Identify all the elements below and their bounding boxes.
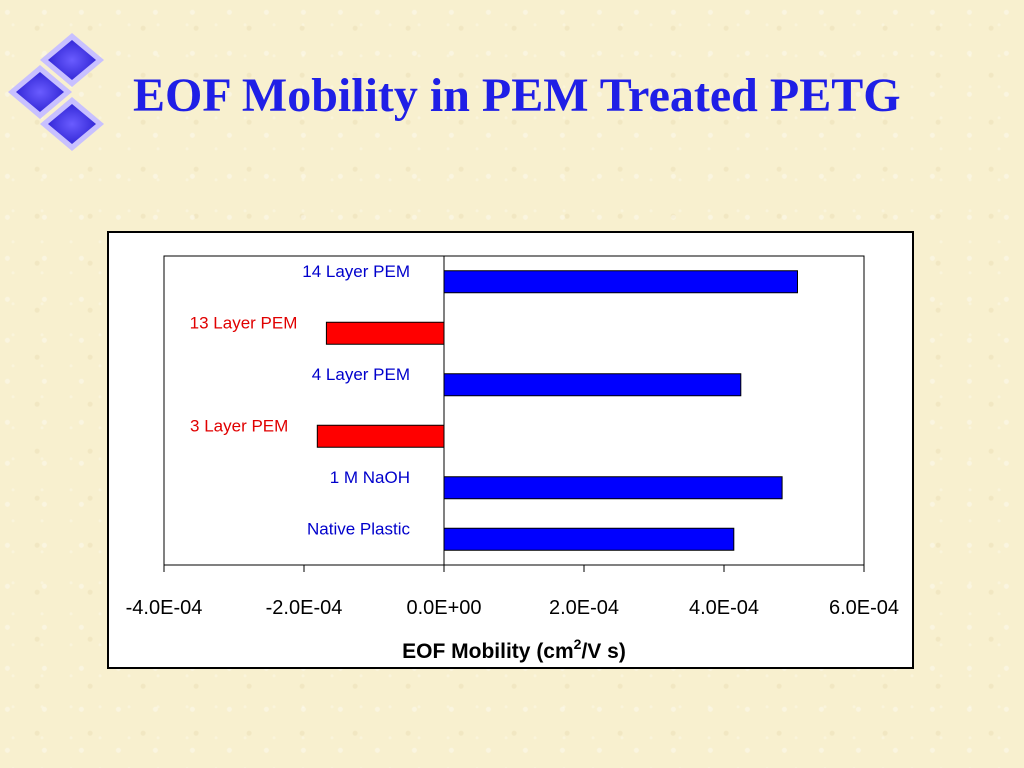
- x-tick-label: 2.0E-04: [549, 597, 619, 619]
- chart-container: 14 Layer PEM 13 Layer PEM 4 Layer PEM 3 Lay…: [107, 231, 914, 669]
- bar: [316, 424, 445, 448]
- x-tick-label: 4.0E-04: [689, 597, 759, 619]
- category-label: 14 Layer PEM: [302, 262, 410, 281]
- x-tick-label: -2.0E-04: [266, 597, 343, 619]
- category-label: 13 Layer PEM: [190, 313, 298, 332]
- bar: [443, 476, 783, 500]
- eof-mobility-bar-chart: 14 Layer PEM 13 Layer PEM 4 Layer PEM 3 Lay…: [126, 255, 899, 663]
- x-tick-label: -4.0E-04: [126, 597, 203, 619]
- category-label: 1 M NaOH: [330, 468, 410, 487]
- category-label: 3 Layer PEM: [190, 416, 288, 435]
- bar: [325, 321, 445, 345]
- x-tick-label: 0.0E+00: [406, 597, 481, 619]
- plot-area: [163, 255, 865, 566]
- diamond-bottom: [40, 97, 104, 151]
- blue-diamonds-icon: [8, 33, 104, 151]
- bar: [443, 527, 735, 551]
- bar: [443, 373, 742, 397]
- bar: [443, 270, 798, 294]
- category-label: Native Plastic: [307, 519, 410, 538]
- category-label: 4 Layer PEM: [312, 365, 410, 384]
- slide-title: EOF Mobility in PEM Treated PETG: [133, 69, 901, 122]
- x-axis-title: EOF Mobility (cm2/V s): [402, 636, 626, 663]
- diamond-top: [40, 33, 104, 87]
- diamond-left: [8, 65, 72, 119]
- x-tick-label: 6.0E-04: [829, 597, 899, 619]
